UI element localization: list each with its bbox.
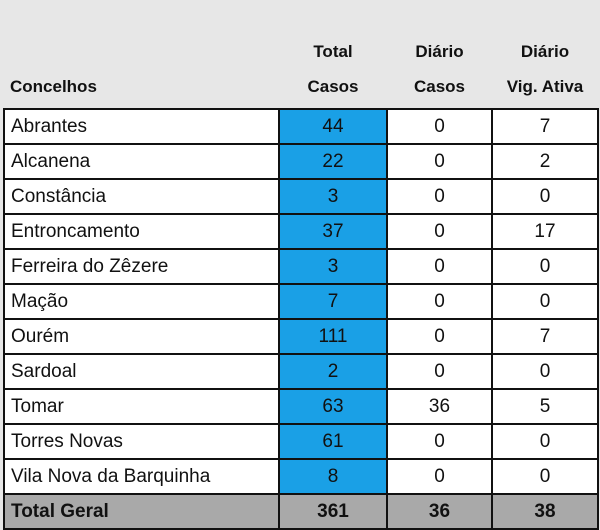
- diario-casos-cell: 0: [386, 423, 493, 460]
- table-row: Sardoal 2 0 0: [3, 353, 599, 390]
- total-casos-cell: 37: [278, 213, 388, 250]
- concelho-name: Entroncamento: [3, 213, 280, 250]
- table-row: Constância 3 0 0: [3, 178, 599, 215]
- diario-casos-cell: 0: [386, 283, 493, 320]
- concelho-name: Torres Novas: [3, 423, 280, 460]
- concelho-name: Tomar: [3, 388, 280, 425]
- total-casos-cell: 61: [278, 423, 388, 460]
- diario-vig-ativa-cell: 17: [491, 213, 599, 250]
- header-diario-vig-ativa: Diário Vig. Ativa: [492, 26, 598, 109]
- concelho-name: Ferreira do Zêzere: [3, 248, 280, 285]
- table-row: Ferreira do Zêzere 3 0 0: [3, 248, 599, 285]
- table-row: Ourém 111 0 7: [3, 318, 599, 355]
- header-total-casos-line1: Total: [313, 42, 353, 61]
- total-casos-cell: 7: [278, 283, 388, 320]
- diario-casos-cell: 36: [386, 388, 493, 425]
- cases-table-container: Concelhos Total Casos Diário Casos Diári…: [3, 26, 599, 530]
- diario-vig-ativa-cell: 0: [491, 283, 599, 320]
- header-row: Concelhos Total Casos Diário Casos Diári…: [4, 26, 598, 109]
- diario-casos-cell: 0: [386, 248, 493, 285]
- total-casos-cell: 22: [278, 143, 388, 180]
- table-row: Mação 7 0 0: [3, 283, 599, 320]
- diario-casos-cell: 0: [386, 458, 493, 495]
- diario-casos-cell: 0: [386, 143, 493, 180]
- concelho-name: Alcanena: [3, 143, 280, 180]
- header-total-casos-line2: Casos: [307, 77, 359, 96]
- diario-vig-ativa-cell: 2: [491, 143, 599, 180]
- table-row: Vila Nova da Barquinha 8 0 0: [3, 458, 599, 495]
- total-casos-cell: 44: [278, 108, 388, 145]
- total-casos-cell: 8: [278, 458, 388, 495]
- total-casos-cell: 63: [278, 388, 388, 425]
- diario-vig-ativa-cell: 0: [491, 458, 599, 495]
- concelho-name: Sardoal: [3, 353, 280, 390]
- total-casos-cell: 3: [278, 178, 388, 215]
- total-row: Total Geral 361 36 38: [3, 493, 599, 530]
- header-diario-casos-line2: Casos: [413, 77, 466, 96]
- total-diario-vig-value: 38: [491, 493, 599, 530]
- diario-casos-cell: 0: [386, 318, 493, 355]
- header-diario-vig-line2: Vig. Ativa: [506, 77, 584, 96]
- total-label: Total Geral: [3, 493, 280, 530]
- diario-vig-ativa-cell: 5: [491, 388, 599, 425]
- diario-vig-ativa-cell: 7: [491, 108, 599, 145]
- cases-table: Concelhos Total Casos Diário Casos Diári…: [3, 26, 599, 530]
- diario-vig-ativa-cell: 0: [491, 423, 599, 460]
- concelho-name: Constância: [3, 178, 280, 215]
- table-footer: Total Geral 361 36 38: [3, 493, 599, 530]
- concelho-name: Vila Nova da Barquinha: [3, 458, 280, 495]
- total-casos-cell: 3: [278, 248, 388, 285]
- diario-vig-ativa-cell: 0: [491, 248, 599, 285]
- header-diario-casos: Diário Casos: [387, 26, 492, 109]
- header-concelhos: Concelhos: [4, 26, 279, 109]
- table-row: Tomar 63 36 5: [3, 388, 599, 425]
- diario-vig-ativa-cell: 7: [491, 318, 599, 355]
- table-body: Abrantes 44 0 7 Alcanena 22 0 2 Constância 3 0 0 Ent…: [3, 108, 599, 495]
- table-row: Torres Novas 61 0 0: [3, 423, 599, 460]
- header-diario-casos-line1: Diário: [415, 42, 464, 61]
- table-row: Abrantes 44 0 7: [3, 108, 599, 145]
- concelho-name: Abrantes: [3, 108, 280, 145]
- diario-casos-cell: 0: [386, 108, 493, 145]
- concelho-name: Ourém: [3, 318, 280, 355]
- table-row: Entroncamento 37 0 17: [3, 213, 599, 250]
- total-diario-casos-value: 36: [386, 493, 493, 530]
- diario-vig-ativa-cell: 0: [491, 178, 599, 215]
- table-header: Concelhos Total Casos Diário Casos Diári…: [4, 26, 598, 109]
- concelho-name: Mação: [3, 283, 280, 320]
- header-total-casos: Total Casos: [279, 26, 387, 109]
- table-row: Alcanena 22 0 2: [3, 143, 599, 180]
- diario-vig-ativa-cell: 0: [491, 353, 599, 390]
- header-diario-vig-line1: Diário: [520, 42, 570, 61]
- total-casos-cell: 2: [278, 353, 388, 390]
- diario-casos-cell: 0: [386, 213, 493, 250]
- diario-casos-cell: 0: [386, 178, 493, 215]
- total-casos-cell: 111: [278, 318, 388, 355]
- diario-casos-cell: 0: [386, 353, 493, 390]
- total-casos-value: 361: [278, 493, 388, 530]
